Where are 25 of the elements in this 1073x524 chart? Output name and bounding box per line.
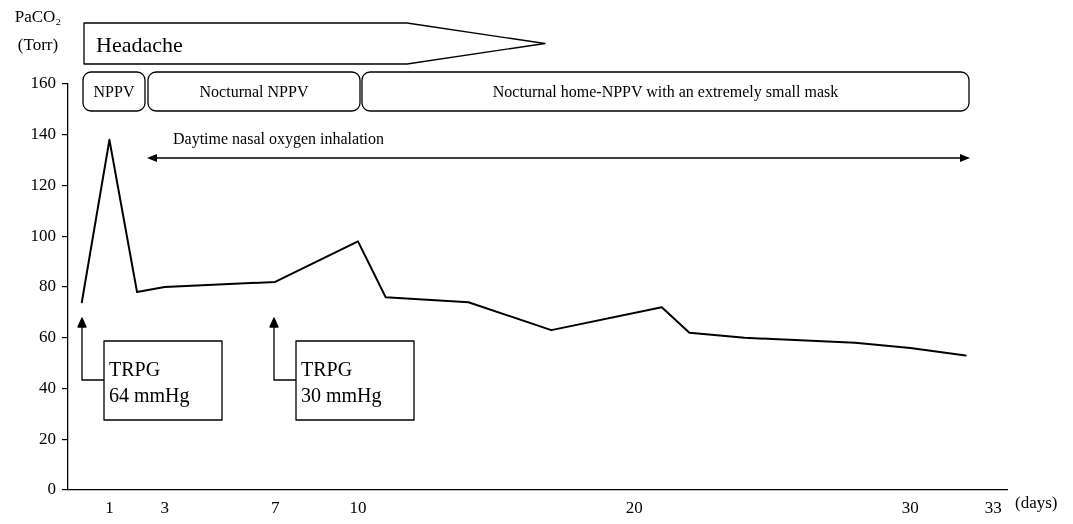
y-tick-label: 160 <box>30 73 56 93</box>
y-tick-label: 120 <box>30 174 56 194</box>
x-tick-label: 33 <box>984 497 1002 517</box>
annotation: Nocturnal home-NPPV with an extremely small mask <box>492 83 839 101</box>
x-tick-label: 20 <box>625 497 643 517</box>
x-tick-label: 3 <box>160 497 169 517</box>
annotation: Nocturnal NPPV <box>199 83 309 100</box>
annotation: Daytime nasal oxygen inhalation <box>173 130 385 148</box>
y-tick-label: 20 <box>39 428 56 448</box>
y-tick-label: 0 <box>47 479 56 499</box>
y-axis-title: PaCO₂ (Torr) <box>14 7 62 55</box>
y-tick-label: 40 <box>39 377 56 397</box>
y-tick-label: 60 <box>39 327 56 347</box>
x-tick-label: 30 <box>901 497 919 517</box>
annotation: NPPV <box>93 83 135 100</box>
y-tick-label: 80 <box>39 276 56 296</box>
y-tick-label: 140 <box>30 124 56 144</box>
x-tick-label: 1 <box>105 497 114 517</box>
x-tick-label: 7 <box>270 497 280 517</box>
annotation: TRPG 64 mmHg <box>109 358 190 407</box>
text: Headache <box>96 32 183 57</box>
annotation: TRPG 30 mmHg <box>301 358 382 407</box>
y-tick-label: 100 <box>30 225 56 245</box>
x-axis-title: (days) <box>1015 493 1058 513</box>
x-tick-label: 10 <box>349 497 367 517</box>
